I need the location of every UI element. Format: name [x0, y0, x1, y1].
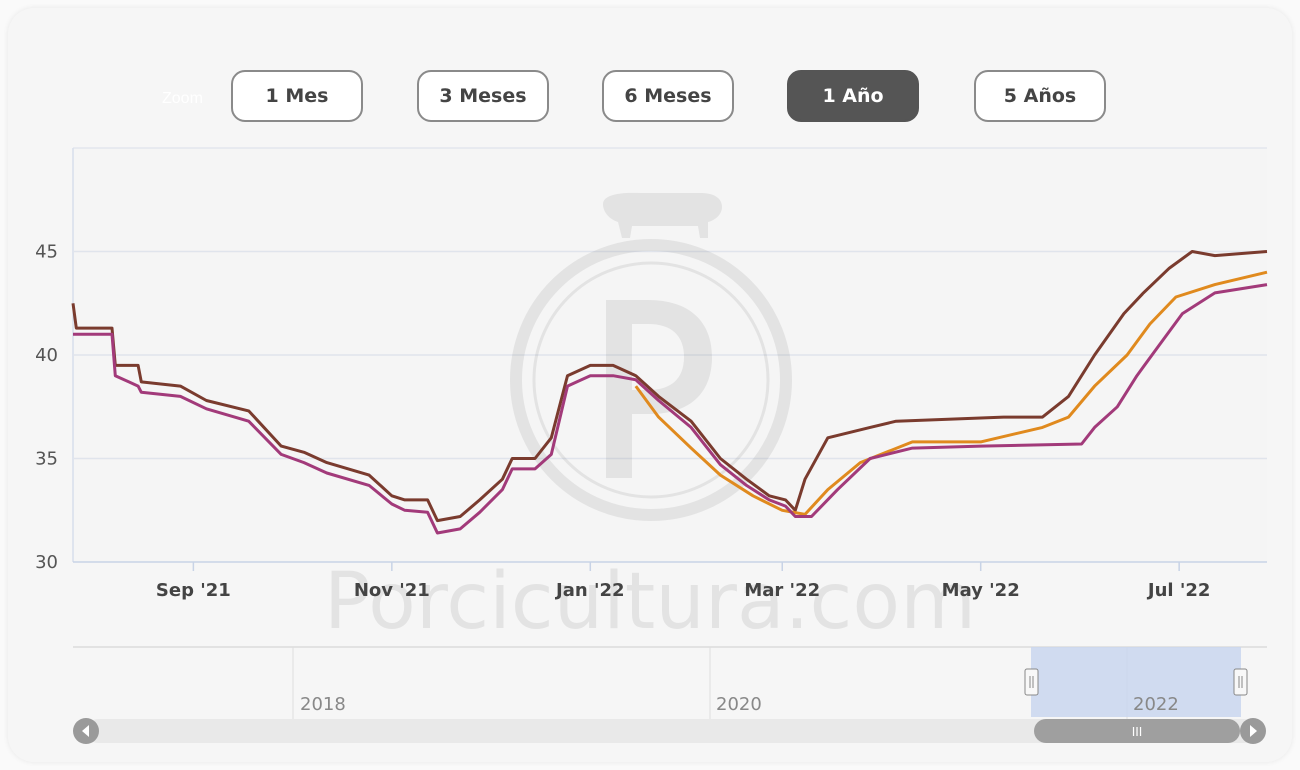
logo-ring	[510, 239, 792, 521]
zoom-6-months-button[interactable]: 6 Meses	[602, 70, 734, 122]
x-tick-label: Sep '21	[156, 580, 231, 601]
zoom-5-years-button[interactable]: 5 Años	[974, 70, 1106, 122]
series-line-1	[71, 250, 1268, 523]
chevron-right-icon	[1250, 725, 1257, 737]
x-axis: Sep '21 Nov '21 Jan '22 Mar '22 May '22 Jul '…	[156, 562, 1210, 601]
navigator-left-handle[interactable]	[1024, 668, 1039, 696]
chevron-left-icon	[82, 725, 89, 737]
gridlines	[73, 250, 1267, 563]
scrollbar[interactable]: III	[73, 718, 1266, 744]
zoom-1-month-button[interactable]: 1 Mes	[231, 70, 363, 122]
series-line-3	[73, 283, 1268, 535]
zoom-label: Zoom	[162, 90, 203, 107]
scrollbar-thumb[interactable]	[1034, 719, 1240, 743]
scrollbar-track[interactable]	[86, 719, 1256, 743]
navigator-year-label: 2018	[300, 694, 346, 715]
zoom-bar: Zoom 1 Mes 3 Meses 6 Meses 1 Año 5 Años	[0, 70, 1300, 126]
navigator-year-label: 2022	[1133, 694, 1179, 715]
logo-letter-p	[606, 300, 712, 478]
y-tick-label: 40	[35, 345, 58, 366]
watermark-logo	[510, 192, 792, 521]
series-group	[71, 250, 1268, 535]
navigator-right-handle[interactable]	[1233, 668, 1248, 696]
y-tick-label: 35	[35, 449, 58, 470]
navigator-selection[interactable]	[1031, 647, 1241, 717]
x-tick-label: Jan '22	[554, 580, 624, 601]
x-tick-label: Mar '22	[744, 580, 820, 601]
zoom-3-months-button[interactable]: 3 Meses	[417, 70, 549, 122]
logo-inner-ring	[532, 261, 770, 499]
x-tick-label: Jul '22	[1146, 580, 1211, 601]
navigator[interactable]: 2018 2020 2022	[73, 646, 1267, 720]
series-line-2	[634, 270, 1268, 516]
y-tick-label: 45	[35, 242, 58, 263]
x-tick-label: May '22	[942, 580, 1020, 601]
x-tick-label: Nov '21	[354, 580, 430, 601]
navigator-year-label: 2020	[716, 694, 762, 715]
y-axis: 30 35 40 45	[35, 242, 58, 574]
scrollbar-grip: III	[1132, 725, 1143, 739]
zoom-1-year-button[interactable]: 1 Año	[787, 70, 919, 122]
y-tick-label: 30	[35, 552, 58, 573]
pig-silhouette-icon	[603, 192, 722, 238]
watermark-text: Porcicultura.com	[324, 557, 976, 647]
